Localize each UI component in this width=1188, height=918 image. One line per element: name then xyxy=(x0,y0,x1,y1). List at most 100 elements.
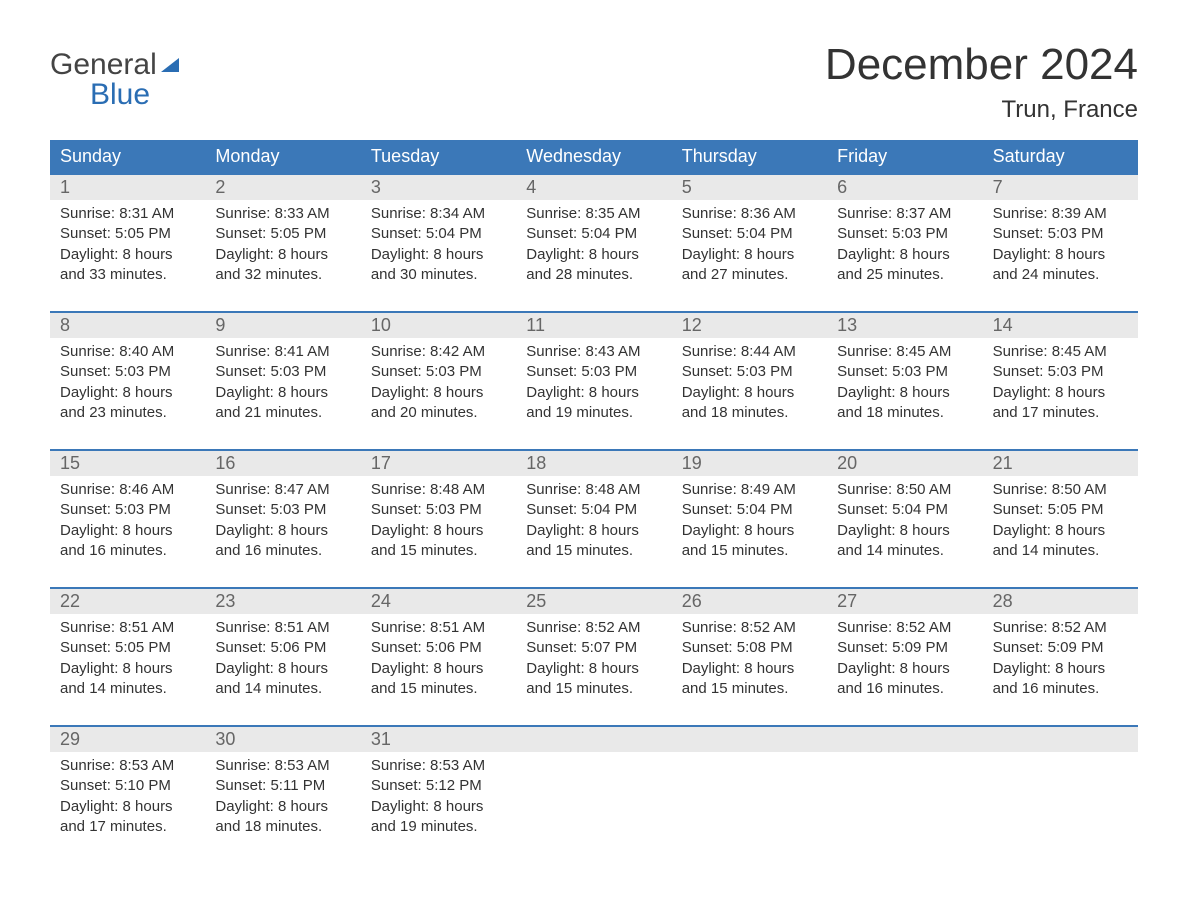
day-number: 17 xyxy=(361,451,516,476)
day-number: 8 xyxy=(50,313,205,338)
day-number: 23 xyxy=(205,589,360,614)
week-row: 15161718192021Sunrise: 8:46 AMSunset: 5:… xyxy=(50,449,1138,569)
sunrise-line: Sunrise: 8:50 AM xyxy=(993,480,1128,500)
daylight-line: Daylight: 8 hours and 20 minutes. xyxy=(371,383,506,424)
sunset-line: Sunset: 5:05 PM xyxy=(60,638,195,658)
daylight-line: Daylight: 8 hours and 15 minutes. xyxy=(526,659,661,700)
daylight-line: Daylight: 8 hours and 28 minutes. xyxy=(526,245,661,286)
page-title: December 2024 xyxy=(825,40,1138,90)
day-number: 5 xyxy=(672,175,827,200)
sunrise-line: Sunrise: 8:46 AM xyxy=(60,480,195,500)
daylight-line: Daylight: 8 hours and 16 minutes. xyxy=(837,659,972,700)
day-number: 16 xyxy=(205,451,360,476)
daylight-line: Daylight: 8 hours and 32 minutes. xyxy=(215,245,350,286)
weekday-header: Friday xyxy=(827,140,982,173)
day-number: 20 xyxy=(827,451,982,476)
sunset-line: Sunset: 5:04 PM xyxy=(682,224,817,244)
daylight-line: Daylight: 8 hours and 30 minutes. xyxy=(371,245,506,286)
day-cell: Sunrise: 8:36 AMSunset: 5:04 PMDaylight:… xyxy=(672,200,827,293)
day-cell: Sunrise: 8:34 AMSunset: 5:04 PMDaylight:… xyxy=(361,200,516,293)
daylight-line: Daylight: 8 hours and 25 minutes. xyxy=(837,245,972,286)
sunrise-line: Sunrise: 8:43 AM xyxy=(526,342,661,362)
daylight-line: Daylight: 8 hours and 19 minutes. xyxy=(371,797,506,838)
day-cell: Sunrise: 8:47 AMSunset: 5:03 PMDaylight:… xyxy=(205,476,360,569)
daylight-line: Daylight: 8 hours and 15 minutes. xyxy=(682,659,817,700)
sunset-line: Sunset: 5:03 PM xyxy=(371,362,506,382)
sunrise-line: Sunrise: 8:45 AM xyxy=(993,342,1128,362)
sunset-line: Sunset: 5:03 PM xyxy=(682,362,817,382)
day-cell: Sunrise: 8:45 AMSunset: 5:03 PMDaylight:… xyxy=(983,338,1138,431)
day-number: 1 xyxy=(50,175,205,200)
day-cell xyxy=(983,752,1138,845)
day-number: 27 xyxy=(827,589,982,614)
day-number: 10 xyxy=(361,313,516,338)
sunrise-line: Sunrise: 8:45 AM xyxy=(837,342,972,362)
sunrise-line: Sunrise: 8:51 AM xyxy=(215,618,350,638)
weekday-header-row: SundayMondayTuesdayWednesdayThursdayFrid… xyxy=(50,140,1138,173)
day-number: 24 xyxy=(361,589,516,614)
sunrise-line: Sunrise: 8:34 AM xyxy=(371,204,506,224)
sunset-line: Sunset: 5:03 PM xyxy=(371,500,506,520)
sunrise-line: Sunrise: 8:36 AM xyxy=(682,204,817,224)
sunset-line: Sunset: 5:09 PM xyxy=(837,638,972,658)
logo-text-top: General xyxy=(50,50,157,80)
daynum-strip: 293031 xyxy=(50,727,1138,752)
daynum-strip: 1234567 xyxy=(50,175,1138,200)
sunset-line: Sunset: 5:03 PM xyxy=(60,500,195,520)
day-number: 31 xyxy=(361,727,516,752)
day-cell: Sunrise: 8:31 AMSunset: 5:05 PMDaylight:… xyxy=(50,200,205,293)
daylight-line: Daylight: 8 hours and 16 minutes. xyxy=(215,521,350,562)
week-row: 22232425262728Sunrise: 8:51 AMSunset: 5:… xyxy=(50,587,1138,707)
weekday-header: Sunday xyxy=(50,140,205,173)
weekday-header: Wednesday xyxy=(516,140,671,173)
sunset-line: Sunset: 5:09 PM xyxy=(993,638,1128,658)
day-number xyxy=(983,727,1138,752)
sunset-line: Sunset: 5:11 PM xyxy=(215,776,350,796)
day-cell: Sunrise: 8:43 AMSunset: 5:03 PMDaylight:… xyxy=(516,338,671,431)
daylight-line: Daylight: 8 hours and 15 minutes. xyxy=(682,521,817,562)
day-cell: Sunrise: 8:33 AMSunset: 5:05 PMDaylight:… xyxy=(205,200,360,293)
daylight-line: Daylight: 8 hours and 14 minutes. xyxy=(215,659,350,700)
daylight-line: Daylight: 8 hours and 21 minutes. xyxy=(215,383,350,424)
day-number: 2 xyxy=(205,175,360,200)
day-number: 12 xyxy=(672,313,827,338)
daylight-line: Daylight: 8 hours and 17 minutes. xyxy=(993,383,1128,424)
sunrise-line: Sunrise: 8:35 AM xyxy=(526,204,661,224)
daylight-line: Daylight: 8 hours and 16 minutes. xyxy=(993,659,1128,700)
day-cell xyxy=(516,752,671,845)
sunrise-line: Sunrise: 8:48 AM xyxy=(371,480,506,500)
sunset-line: Sunset: 5:06 PM xyxy=(215,638,350,658)
day-number: 6 xyxy=(827,175,982,200)
day-cell: Sunrise: 8:48 AMSunset: 5:04 PMDaylight:… xyxy=(516,476,671,569)
daylight-line: Daylight: 8 hours and 15 minutes. xyxy=(371,659,506,700)
daylight-line: Daylight: 8 hours and 27 minutes. xyxy=(682,245,817,286)
sunrise-line: Sunrise: 8:31 AM xyxy=(60,204,195,224)
sunrise-line: Sunrise: 8:48 AM xyxy=(526,480,661,500)
sunset-line: Sunset: 5:05 PM xyxy=(215,224,350,244)
sunrise-line: Sunrise: 8:47 AM xyxy=(215,480,350,500)
day-number: 29 xyxy=(50,727,205,752)
daylight-line: Daylight: 8 hours and 23 minutes. xyxy=(60,383,195,424)
title-block: December 2024 Trun, France xyxy=(825,40,1138,124)
daylight-line: Daylight: 8 hours and 24 minutes. xyxy=(993,245,1128,286)
sunset-line: Sunset: 5:05 PM xyxy=(993,500,1128,520)
sunset-line: Sunset: 5:12 PM xyxy=(371,776,506,796)
sunrise-line: Sunrise: 8:50 AM xyxy=(837,480,972,500)
day-number: 3 xyxy=(361,175,516,200)
day-cell: Sunrise: 8:42 AMSunset: 5:03 PMDaylight:… xyxy=(361,338,516,431)
sunset-line: Sunset: 5:03 PM xyxy=(215,500,350,520)
day-cell: Sunrise: 8:41 AMSunset: 5:03 PMDaylight:… xyxy=(205,338,360,431)
day-cell xyxy=(827,752,982,845)
day-cell: Sunrise: 8:51 AMSunset: 5:06 PMDaylight:… xyxy=(205,614,360,707)
daylight-line: Daylight: 8 hours and 18 minutes. xyxy=(682,383,817,424)
day-cell xyxy=(672,752,827,845)
daylight-line: Daylight: 8 hours and 15 minutes. xyxy=(526,521,661,562)
day-number: 21 xyxy=(983,451,1138,476)
sunset-line: Sunset: 5:03 PM xyxy=(837,224,972,244)
sunrise-line: Sunrise: 8:40 AM xyxy=(60,342,195,362)
day-number: 30 xyxy=(205,727,360,752)
sunset-line: Sunset: 5:04 PM xyxy=(526,224,661,244)
daylight-line: Daylight: 8 hours and 19 minutes. xyxy=(526,383,661,424)
sunrise-line: Sunrise: 8:44 AM xyxy=(682,342,817,362)
day-cell: Sunrise: 8:46 AMSunset: 5:03 PMDaylight:… xyxy=(50,476,205,569)
